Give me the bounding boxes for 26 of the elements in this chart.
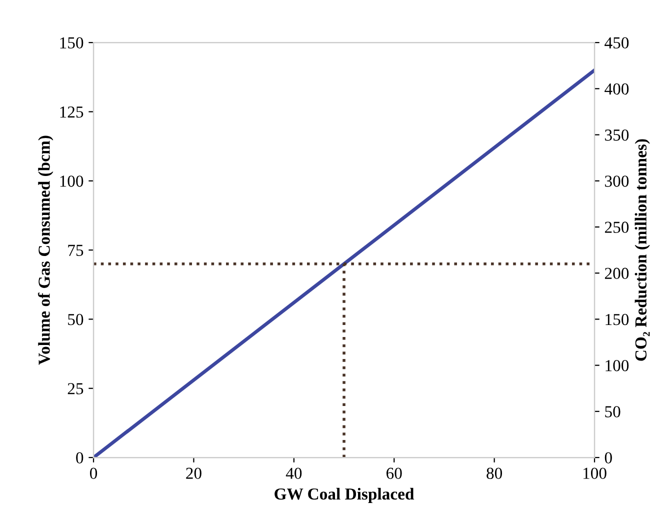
y2-tick-label: 300	[605, 176, 629, 187]
y2-axis-title: CO₂ Reduction (million tonnes)	[634, 139, 650, 361]
y-tick-label: 25	[68, 383, 84, 394]
y2-tick-label: 200	[604, 268, 629, 280]
x-tick-label: 60	[386, 468, 402, 479]
x-tick-label: 80	[486, 468, 502, 479]
x-tick-label: 100	[583, 468, 606, 479]
y2-tick-label: 350	[605, 129, 629, 141]
y-tick-label: 125	[60, 106, 84, 118]
y-axis-title: Volume of Gas Consumed (bcm)	[38, 136, 54, 365]
x-axis-title: GW Coal Displaced	[274, 488, 414, 504]
y-tick-label: 0	[76, 452, 84, 464]
y2-tick-label: 150	[606, 314, 629, 326]
y-tick-label: 150	[60, 37, 84, 49]
y2-tick-label: 50	[605, 406, 620, 418]
y-tick-label: 50	[68, 314, 84, 326]
y2-tick-label: 0	[604, 452, 612, 464]
x-tick-label: 40	[286, 468, 302, 479]
y2-tick-label: 100	[606, 360, 629, 372]
x-tick-label: 0	[90, 468, 98, 479]
y-tick-label: 75	[68, 244, 84, 256]
y2-tick-label: 250	[604, 222, 629, 233]
x-tick-label: 20	[186, 468, 202, 479]
y2-tick-label: 400	[604, 83, 629, 95]
y-tick-label: 100	[60, 176, 84, 187]
y2-tick-label: 450	[604, 37, 629, 49]
